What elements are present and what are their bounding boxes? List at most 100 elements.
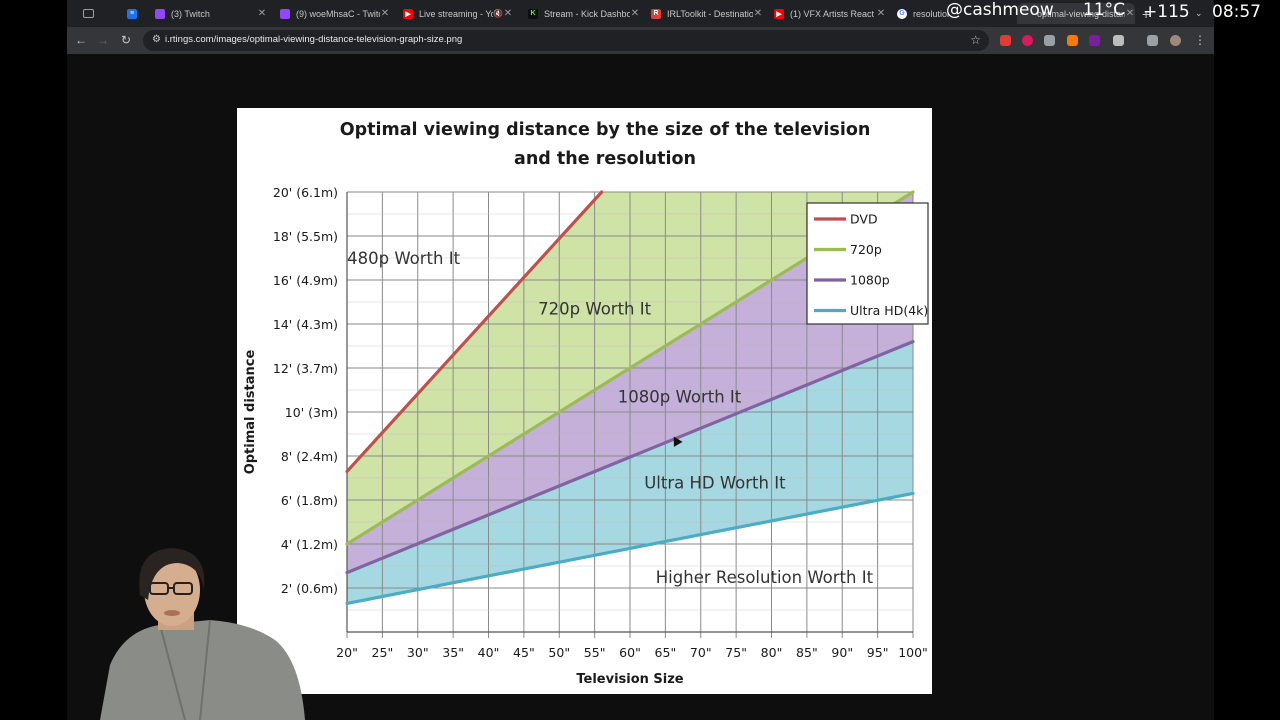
tab-active-image[interactable]: optimal-viewing-distance ✕: [1017, 3, 1135, 24]
region-label: Ultra HD Worth It: [644, 473, 786, 492]
stream-handle: @cashmeow: [946, 0, 1054, 20]
x-tick-label: 25": [372, 645, 394, 660]
x-tick-label: 90": [831, 645, 853, 660]
streamer-mouth: [164, 610, 180, 616]
tab-strip: ≡ (3) Twitch ✕ (9) woeMhsaC - Twitch ✕ ▶…: [67, 0, 1214, 27]
site-info-icon[interactable]: ⚙: [152, 34, 161, 45]
tab-title: (9) woeMhsaC - Twitch: [296, 8, 380, 19]
viewer-count: +115: [1143, 2, 1190, 22]
x-tick-label: 80": [761, 645, 783, 660]
x-tick-label: 65": [655, 645, 677, 660]
close-icon[interactable]: ✕: [876, 8, 886, 19]
extension-record-icon[interactable]: [1022, 35, 1033, 46]
close-icon[interactable]: ✕: [630, 8, 640, 19]
url-text: i.rtings.com/images/optimal-viewing-dist…: [165, 34, 463, 45]
close-icon[interactable]: ✕: [380, 8, 390, 19]
webcam-overlay: [100, 548, 305, 720]
tab-twitch[interactable]: (3) Twitch ✕: [155, 3, 267, 24]
x-tick-label: 50": [548, 645, 570, 660]
tab-youtube-live[interactable]: ▶ Live streaming - YouTube 🔇 ✕: [403, 3, 513, 24]
tab-irltoolkit[interactable]: R IRLToolkit - Destinations ✕: [651, 3, 763, 24]
irltoolkit-icon: R: [651, 8, 661, 19]
viewing-distance-chart: Optimal viewing distance by the size of …: [243, 120, 929, 687]
region-label: Higher Resolution Worth It: [656, 568, 874, 587]
tab-pinned-docs[interactable]: ≡: [127, 3, 141, 24]
extension-red-icon[interactable]: [1000, 35, 1011, 46]
close-icon[interactable]: ✕: [503, 8, 513, 19]
extension-hand-icon[interactable]: [1044, 35, 1055, 46]
google-icon: G: [897, 8, 907, 19]
y-tick-label: 16' (4.9m): [273, 273, 338, 288]
streamer-face: [144, 554, 200, 626]
x-tick-label: 45": [513, 645, 535, 660]
series-line-dvd: [345, 190, 604, 473]
x-tick-label: 70": [690, 645, 712, 660]
y-tick-label: 8' (2.4m): [281, 449, 338, 464]
close-icon[interactable]: ✕: [1125, 8, 1135, 19]
y-tick-label: 18' (5.5m): [273, 229, 338, 244]
x-tick-labels: 20" 25" 30" 35" 40" 45" 50" 55" 60" 65" 70" 75" 80" 8…: [336, 645, 928, 660]
youtube-icon: ▶: [774, 8, 784, 19]
profile-avatar-icon[interactable]: [1170, 35, 1181, 46]
region-label: 1080p Worth It: [618, 388, 742, 407]
x-tick-label: 85": [796, 645, 818, 660]
y-tick-label: 10' (3m): [285, 405, 338, 420]
y-axis-label: Optimal distance: [243, 350, 258, 475]
back-arrow-icon[interactable]: ←: [75, 33, 87, 47]
extension-fox-icon[interactable]: [1067, 35, 1078, 46]
legend-label: 1080p: [850, 273, 890, 288]
tab-twitch-channel[interactable]: (9) woeMhsaC - Twitch ✕: [280, 3, 390, 24]
chart-legend: DVD 720p 1080p Ultra HD(4k): [806, 202, 929, 325]
extension-purple-icon[interactable]: [1089, 35, 1100, 46]
tab-vfx-artists[interactable]: ▶ (1) VFX Artists React ✕: [774, 3, 886, 24]
tab-title: IRLToolkit - Destinations: [667, 8, 753, 19]
tab-search-icon: [83, 9, 94, 18]
y-tick-label: 12' (3.7m): [273, 361, 338, 376]
close-icon[interactable]: ✕: [257, 8, 267, 19]
chart-image: Optimal viewing distance by the size of …: [237, 108, 932, 694]
tab-list-chevron-icon[interactable]: ⌄: [1195, 8, 1203, 18]
mute-icon[interactable]: 🔇: [493, 9, 503, 18]
legend-label: Ultra HD(4k): [850, 303, 928, 318]
twitch-icon: [155, 8, 165, 19]
tab-title: (1) VFX Artists React: [790, 8, 875, 19]
y-tick-label: 20' (6.1m): [273, 185, 338, 200]
clock-time: 08:57: [1212, 2, 1261, 22]
legend-label: DVD: [850, 212, 878, 227]
docs-icon: ≡: [127, 8, 137, 19]
series-line-1080p: [345, 340, 915, 575]
tab-title: Live streaming - YouTube: [419, 8, 493, 19]
chart-title-line1: Optimal viewing distance by the size of …: [340, 120, 871, 140]
x-tick-label: 60": [619, 645, 641, 660]
bookmark-star-icon[interactable]: ☆: [970, 33, 981, 47]
tab-search-button[interactable]: [83, 3, 107, 24]
x-axis-label: Television Size: [576, 672, 683, 687]
forward-arrow-icon[interactable]: →: [97, 33, 109, 47]
legend-label: 720p: [850, 242, 882, 257]
legend-box: [806, 202, 929, 325]
streamer-shirt: [100, 620, 305, 720]
x-tick-label: 95": [867, 645, 889, 660]
series-line-ultra-hd-4k-: [345, 491, 915, 605]
tab-google-search[interactable]: G resolution: [897, 3, 949, 24]
extensions-puzzle-icon[interactable]: [1113, 35, 1124, 46]
reading-list-icon[interactable]: [1147, 35, 1158, 46]
tab-kick[interactable]: K Stream - Kick Dashboard ✕: [528, 3, 640, 24]
tab-title: Stream - Kick Dashboard: [544, 8, 630, 19]
region-labels: 480p Worth It 720p Worth It 1080p Worth It…: [347, 249, 873, 587]
region-label: 480p Worth It: [347, 249, 460, 268]
menu-kebab-icon[interactable]: ⋮: [1194, 33, 1206, 47]
x-tick-label: 55": [584, 645, 606, 660]
kick-icon: K: [528, 8, 538, 19]
reload-icon[interactable]: ↻: [120, 33, 132, 47]
youtube-icon: ▶: [403, 8, 413, 19]
tab-title: optimal-viewing-distance: [1037, 8, 1125, 19]
y-tick-label: 14' (4.3m): [273, 317, 338, 332]
x-tick-label: 40": [478, 645, 500, 660]
address-bar[interactable]: ⚙ i.rtings.com/images/optimal-viewing-di…: [143, 30, 989, 51]
y-tick-label: 6' (1.8m): [281, 493, 338, 508]
new-tab-button[interactable]: +: [1142, 5, 1151, 22]
x-tick-label: 100": [898, 645, 928, 660]
chart-title-line2: and the resolution: [514, 149, 696, 169]
close-icon[interactable]: ✕: [753, 8, 763, 19]
